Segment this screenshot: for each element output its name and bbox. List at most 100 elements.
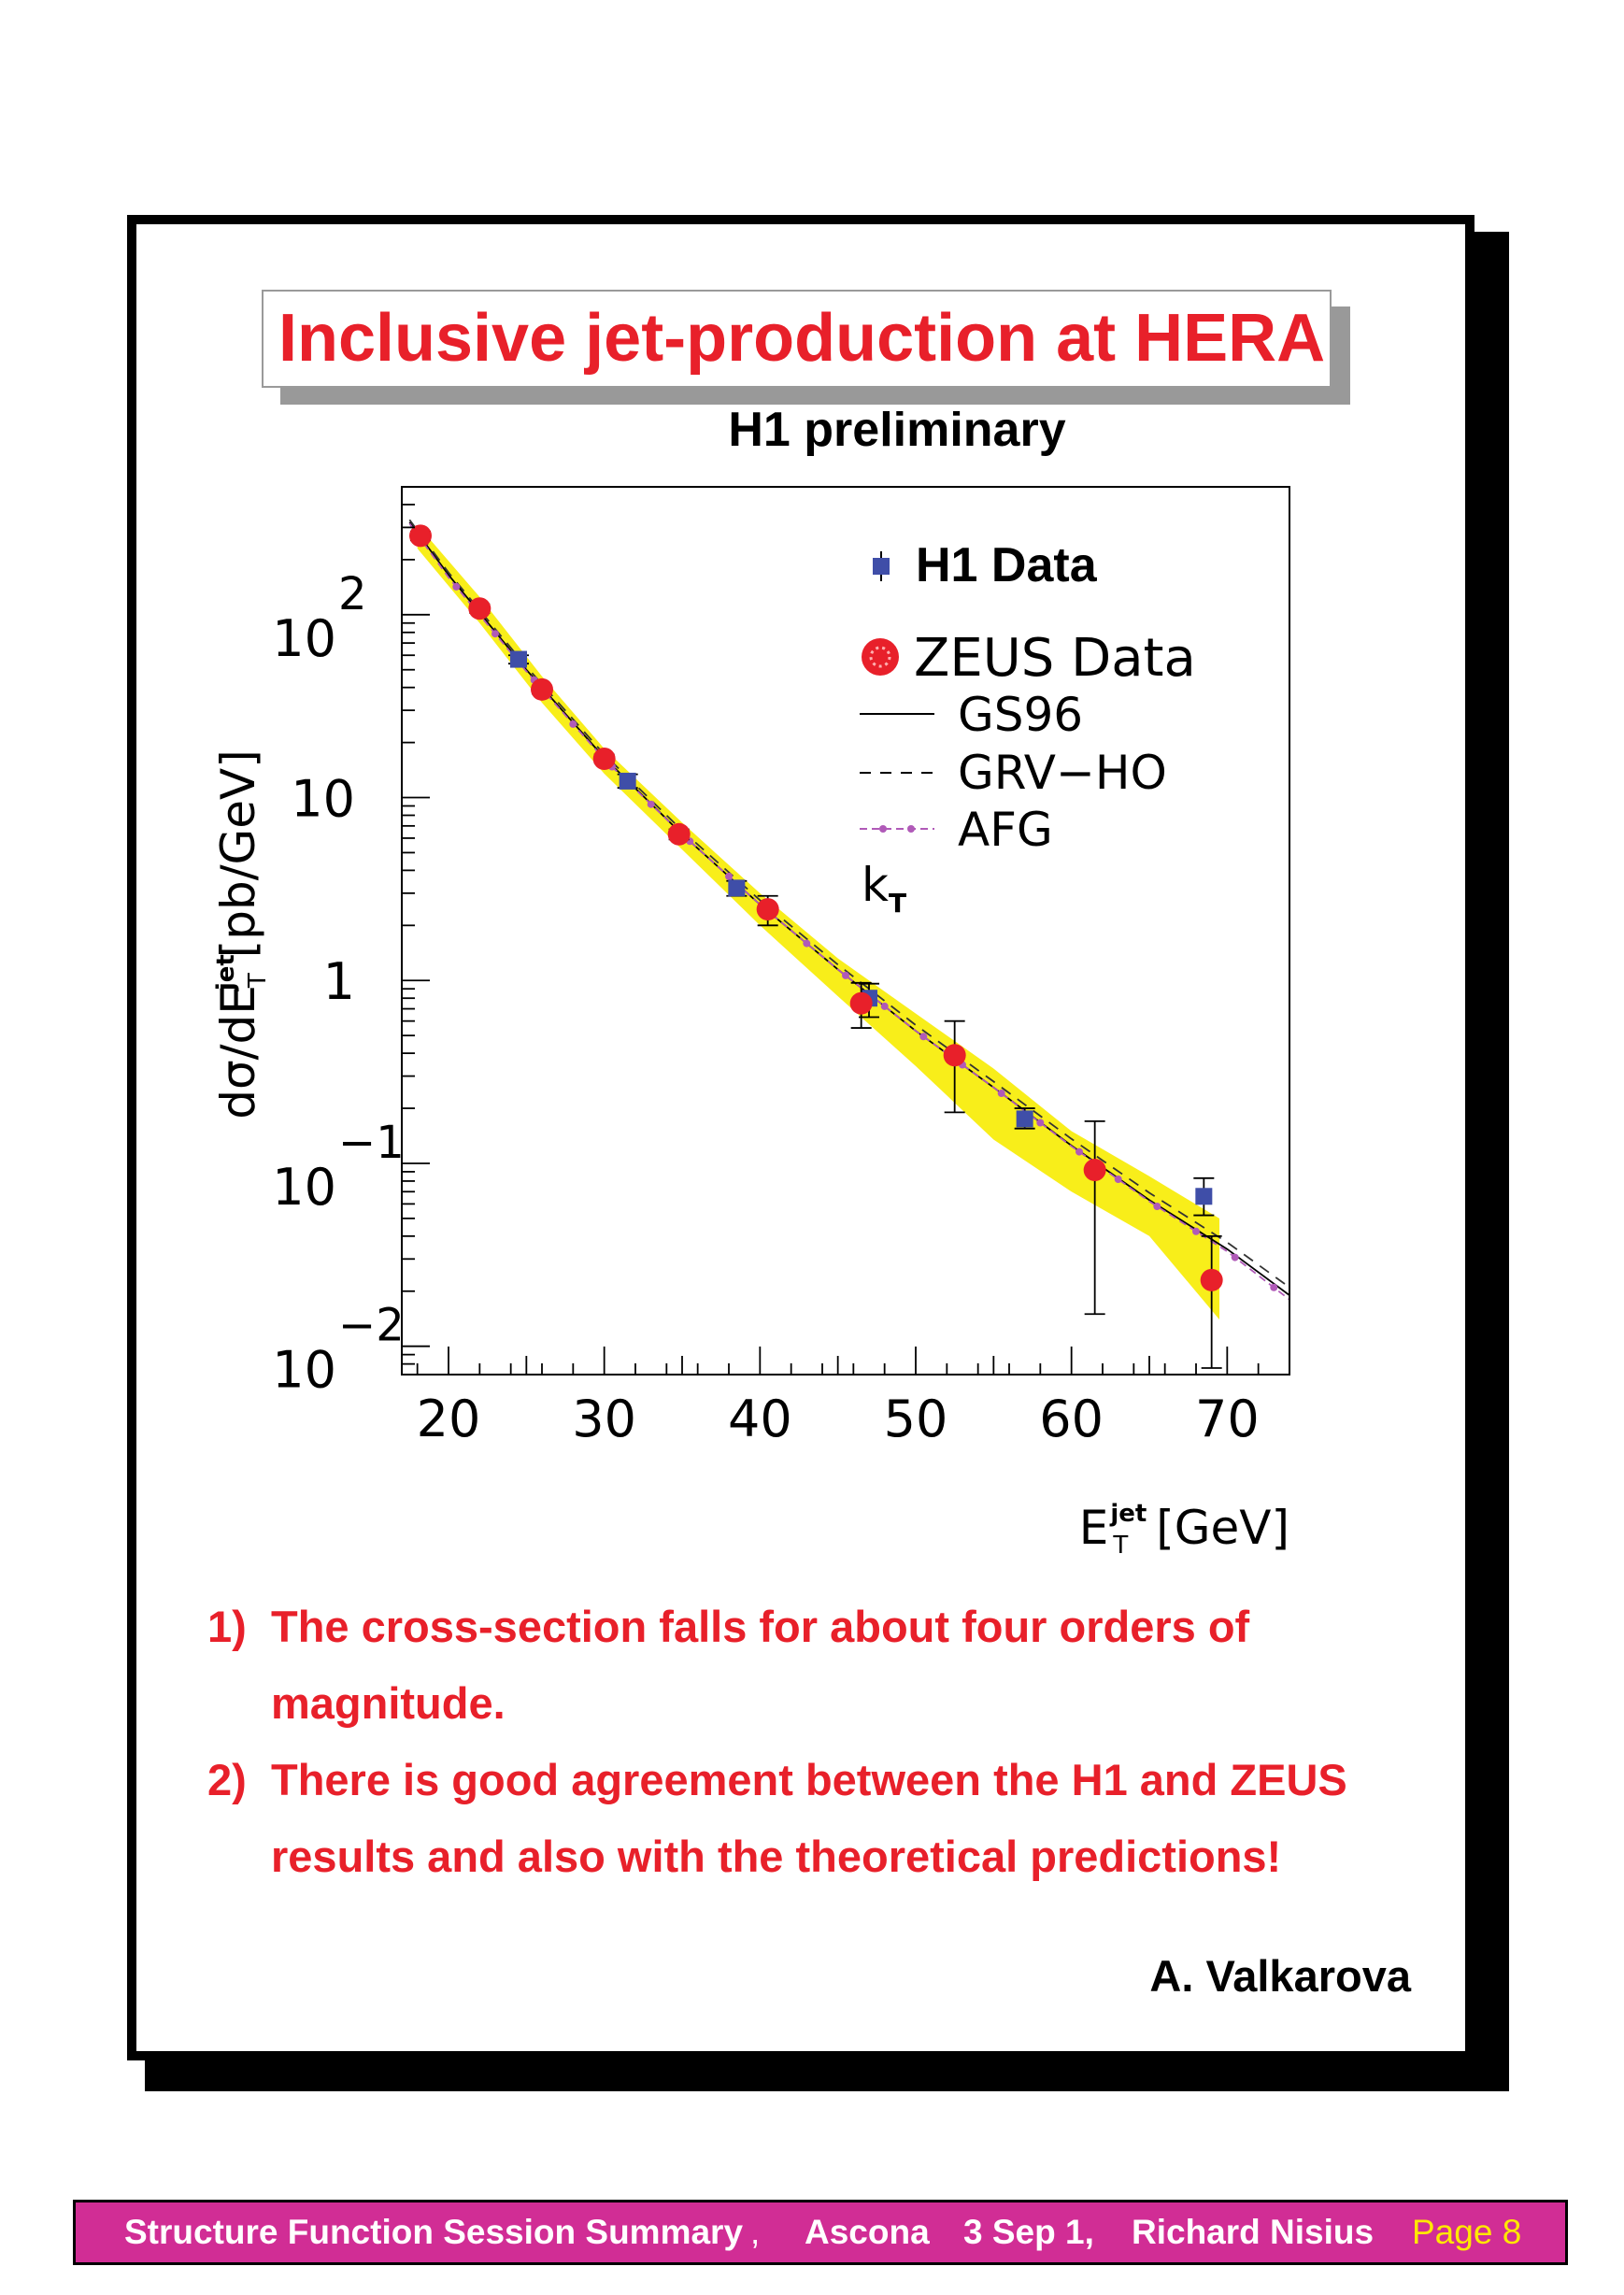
afg-marker xyxy=(647,800,655,808)
slide-title: Inclusive jet-production at HERA xyxy=(262,290,1332,388)
footer-comma: , xyxy=(750,2213,761,2251)
zeus-data-point xyxy=(531,677,553,701)
note-item: 2) There is good agreement between the H… xyxy=(207,1742,1460,1895)
jet-cross-section-chart: H1 preliminary 20 30 40 50 60 7010−210−111010… xyxy=(211,411,1290,1560)
legend-gs96-label: GS96 xyxy=(958,688,1083,742)
afg-marker xyxy=(880,1002,889,1010)
afg-marker xyxy=(842,971,849,979)
afg-marker xyxy=(919,1033,928,1041)
x-axis-tick-label: 50 xyxy=(884,1390,948,1448)
note-item: 1) The cross-section falls for about fou… xyxy=(207,1589,1460,1742)
legend-h1-label: H1 Data xyxy=(916,538,1098,592)
plot-frame xyxy=(401,486,1290,1376)
y-axis-label-sub: T xyxy=(244,973,272,989)
afg-marker xyxy=(1114,1176,1122,1183)
x-axis-tick-label: 70 xyxy=(1195,1390,1260,1448)
note-number: 2) xyxy=(207,1755,247,1804)
h1-data-point xyxy=(510,650,527,668)
h1-data-point xyxy=(619,772,636,790)
legend-grv: GRV−HO xyxy=(860,746,1167,800)
footer-session: Structure Function Session Summary xyxy=(124,2213,744,2251)
x-axis-label-unit: [GeV] xyxy=(1156,1501,1289,1555)
afg-marker xyxy=(1231,1253,1239,1262)
data-points xyxy=(409,524,1223,1369)
h1-data-point xyxy=(1195,1188,1213,1205)
chart-title: H1 preliminary xyxy=(728,411,1065,457)
zeus-data-point xyxy=(849,991,873,1015)
afg-marker xyxy=(803,939,811,948)
footer-speaker: Richard Nisius xyxy=(1132,2213,1375,2251)
zeus-data-point xyxy=(1083,1159,1106,1182)
legend-h1-marker xyxy=(873,558,890,575)
x-axis-tick-label: 20 xyxy=(417,1390,481,1448)
x-axis-tick-label: 30 xyxy=(572,1390,636,1448)
legend-h1: H1 Data xyxy=(873,538,1098,592)
slide-frame xyxy=(127,215,1474,2060)
y-axis-tick-label: 10 xyxy=(272,609,336,668)
y-axis-label-unit: [pb/GeV] xyxy=(211,749,265,958)
zeus-data-point xyxy=(667,822,691,846)
afg-marker xyxy=(452,582,461,591)
h1-data-point xyxy=(1016,1110,1033,1128)
note-number: 1) xyxy=(207,1602,247,1651)
y-axis-tick-exponent: 2 xyxy=(338,568,367,620)
h1-data-point xyxy=(728,879,746,897)
zeus-data-point xyxy=(943,1044,966,1067)
afg-marker xyxy=(997,1090,1005,1097)
zeus-data-point xyxy=(756,898,779,921)
x-axis-tick-label: 40 xyxy=(728,1390,792,1448)
y-axis-tick-label: 10 xyxy=(291,770,355,829)
y-axis-label-main: dσ/dE xyxy=(211,985,265,1119)
afg-marker xyxy=(1192,1227,1200,1235)
legend-gs96: GS96 xyxy=(860,688,1083,742)
afg-marker xyxy=(1036,1119,1045,1127)
x-axis-label-sup: jet xyxy=(1109,1500,1147,1528)
author-name: A. Valkarova xyxy=(1149,1951,1411,2001)
footer-page-number: Page 8 xyxy=(1412,2213,1522,2251)
legend-afg: AFG xyxy=(860,803,1053,857)
legend-zeus-marker xyxy=(862,638,899,676)
legend-zeus-marker-inner xyxy=(869,646,891,668)
legend-afg-marker xyxy=(907,825,915,833)
legend-zeus-label: ZEUS Data xyxy=(914,628,1196,689)
footer-place: Ascona xyxy=(805,2213,930,2251)
note-line: There is good agreement between the H1 a… xyxy=(271,1755,1347,1804)
note-line: results and also with the theoretical pr… xyxy=(271,1832,1282,1881)
legend-note-main: k xyxy=(862,858,889,912)
x-axis-label-main: E xyxy=(1079,1501,1109,1555)
legend-grv-label: GRV−HO xyxy=(958,746,1167,800)
legend: H1 Data ZEUS Data GS96 GRV−HO AFG kT xyxy=(860,538,1196,919)
afg-marker xyxy=(725,872,733,880)
theory-curve-afg xyxy=(408,522,1290,1301)
x-axis-label: Ejet T [GeV] xyxy=(1079,1500,1289,1560)
afg-marker xyxy=(491,630,499,638)
legend-afg-marker xyxy=(879,825,887,833)
y-axis-tick-exponent: −1 xyxy=(338,1117,405,1169)
footer-date: 3 Sep 1, xyxy=(963,2213,1094,2251)
zeus-data-point xyxy=(1200,1268,1223,1291)
afg-marker xyxy=(569,720,577,728)
x-axis-tick-label: 60 xyxy=(1039,1390,1104,1448)
zeus-data-point xyxy=(468,597,491,620)
afg-marker xyxy=(1270,1283,1278,1291)
legend-afg-label: AFG xyxy=(958,803,1053,857)
legend-zeus: ZEUS Data xyxy=(862,628,1196,689)
note-line: The cross-section falls for about four o… xyxy=(271,1602,1250,1651)
y-axis-tick-label: 1 xyxy=(323,952,355,1011)
footer-bar: Structure Function Session Summary , Asc… xyxy=(73,2200,1568,2265)
legend-note: kT xyxy=(862,858,906,919)
afg-marker xyxy=(1153,1203,1161,1210)
y-axis-label: dσ/dEjet T [pb/GeV] xyxy=(211,749,272,1119)
afg-marker xyxy=(1076,1148,1083,1156)
legend-note-sub: T xyxy=(889,888,906,919)
y-axis-tick-label: 10 xyxy=(272,1158,336,1217)
conclusion-notes: 1) The cross-section falls for about fou… xyxy=(207,1589,1460,1895)
y-axis-label-sup: jet xyxy=(212,954,240,991)
y-axis-tick-label: 10 xyxy=(272,1341,336,1400)
x-axis-label-sub: T xyxy=(1112,1532,1128,1560)
note-line: magnitude. xyxy=(271,1678,506,1728)
zeus-data-point xyxy=(409,524,432,548)
